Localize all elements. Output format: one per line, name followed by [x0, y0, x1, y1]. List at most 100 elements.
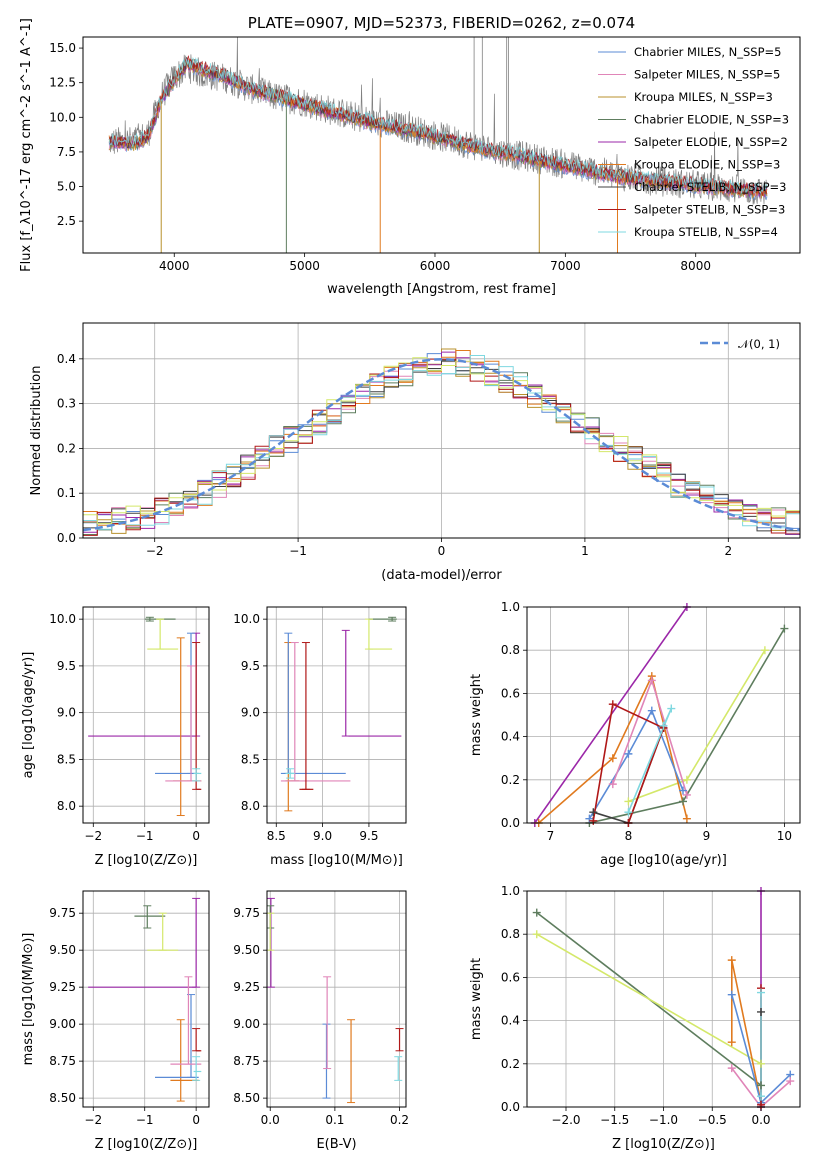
y-tick-label: 12.5 — [49, 76, 76, 90]
mass-weight-point — [727, 956, 736, 965]
axes-age-vs-mass: 8.5 9.0 9.5 8.0 8.5 9.0 9.5 10.0 mass [log10(M/M… — [233, 606, 407, 868]
mass-weight-point — [682, 790, 691, 799]
mass-weight-point — [786, 1077, 795, 1086]
mass-weight-point — [679, 786, 687, 795]
legend-entry: Kroupa ELODIE, N_SSP=3 — [634, 158, 780, 172]
mass-weight-line — [536, 933, 762, 1065]
errorbar-point — [170, 1019, 199, 1102]
x-tick-label: −2 — [84, 829, 102, 843]
y-tick-label: 0.6 — [501, 970, 520, 984]
axes-spectrum: 4000 5000 6000 7000 8000 2.5 5.0 7.5 10.0 12.5 15.… — [19, 14, 801, 297]
y-axis-label: mass [log10(M/M⊙)] — [21, 933, 36, 1066]
axes-frame — [526, 606, 801, 824]
y-tick-label: 9.50 — [233, 943, 260, 957]
y-tick-label: 10.0 — [49, 110, 76, 124]
axes-frame — [82, 890, 210, 1108]
x-tick-label: 0 — [192, 829, 200, 843]
axes-mass-vs-z: −2 −1 0 8.50 8.75 9.00 9.25 9.50 9.75 Z [log10(Z/… — [21, 890, 210, 1152]
x-axis-label: mass [log10(M/M⊙)] — [270, 853, 403, 868]
legend-entry: Chabrier ELODIE, N_SSP=3 — [634, 113, 789, 127]
plot-area-mass-vs-ebv — [267, 897, 404, 1104]
y-axis-label: age [log10(age/yr)] — [21, 652, 36, 779]
legend-entry: Salpeter ELODIE, N_SSP=2 — [634, 135, 788, 149]
x-tick-label: −1 — [136, 1113, 154, 1127]
legend-entry: Kroupa MILES, N_SSP=3 — [634, 90, 773, 104]
mass-weight-point — [757, 988, 765, 997]
y-tick-label: 0.4 — [501, 730, 520, 744]
x-tick-label: 1 — [581, 544, 589, 558]
mass-weight-point — [608, 754, 617, 763]
y-tick-label: 0.0 — [57, 531, 76, 545]
y-tick-label: 9.5 — [57, 659, 76, 673]
histogram-step — [83, 359, 800, 532]
y-tick-label: 0.2 — [57, 441, 76, 455]
y-tick-label: 9.25 — [233, 980, 260, 994]
errorbar-point — [285, 768, 295, 779]
x-tick-label: −1 — [289, 544, 307, 558]
y-tick-label: 1.0 — [501, 600, 520, 614]
errorbar-point — [267, 912, 275, 951]
y-axis-label: Normed distribution — [29, 366, 44, 496]
mass-weight-point — [727, 1038, 736, 1047]
x-tick-label: −1 — [136, 829, 154, 843]
errorbar-point — [322, 1023, 331, 1099]
axes-frame — [526, 890, 801, 1108]
x-tick-label: −2 — [84, 1113, 102, 1127]
legend-entry: Chabrier STELIB, N_SSP=3 — [634, 180, 786, 194]
errorbar-point — [364, 618, 393, 650]
y-axis-label: Flux [f_λ10^-17 erg cm^-2 s^-1 A^-1] — [19, 18, 34, 272]
x-axis-label: age [log10(age/yr)] — [600, 853, 727, 868]
errorbar-point — [88, 632, 201, 737]
x-tick-label: 7000 — [550, 259, 581, 273]
axes-frame — [266, 890, 407, 1108]
mass-weight-line — [731, 959, 762, 1103]
x-axis-label: Z [log10(Z/Z⊙)] — [95, 1137, 198, 1152]
mass-weight-point — [757, 1100, 765, 1109]
y-tick-label: 9.5 — [241, 659, 260, 673]
legend-entry: Salpeter STELIB, N_SSP=3 — [634, 203, 785, 217]
mass-weight-point — [608, 700, 617, 709]
errorbar-point — [192, 1056, 202, 1081]
y-tick-label: 0.0 — [501, 1100, 520, 1114]
mass-weight-line — [592, 703, 665, 823]
mass-weight-point — [757, 1092, 765, 1101]
mass-weight-line — [731, 1067, 791, 1107]
x-tick-label: −2 — [146, 544, 164, 558]
x-tick-label: 8000 — [680, 259, 711, 273]
mass-weight-line — [538, 673, 688, 823]
mass-weight-point — [659, 721, 668, 730]
mass-weight-point — [682, 775, 691, 784]
y-tick-label: 8.5 — [241, 752, 260, 766]
mass-weight-line — [588, 708, 684, 820]
y-tick-label: 1.0 — [501, 884, 520, 898]
errorbar-point — [395, 1028, 404, 1052]
mass-weight-point — [624, 749, 633, 758]
plot-area-mass-vs-z — [88, 897, 202, 1102]
errorbar-point — [134, 905, 166, 929]
axes-frame — [82, 606, 210, 824]
errorbar-point — [147, 912, 179, 951]
errorbar-point — [323, 976, 332, 1070]
y-tick-label: 8.75 — [49, 1054, 76, 1068]
legend-entry: Salpeter MILES, N_SSP=5 — [634, 68, 780, 82]
y-tick-label: 15.0 — [49, 41, 76, 55]
plot-area-residuals — [83, 348, 800, 536]
y-tick-label: 8.75 — [233, 1054, 260, 1068]
errorbar-point — [155, 994, 199, 1079]
errorbar-point — [280, 642, 351, 782]
plot-area-age-vs-mass — [280, 616, 402, 812]
y-tick-label: 10.0 — [49, 612, 76, 626]
mass-weight-point — [589, 808, 598, 817]
x-tick-label: 0.2 — [390, 1113, 409, 1127]
plot-area-massweight-vs-age — [534, 607, 786, 823]
errorbar-point — [299, 642, 314, 790]
normal-curve — [83, 358, 800, 532]
errorbar-point — [192, 642, 202, 790]
x-tick-label: −1.0 — [649, 1113, 678, 1127]
model-spectrum — [108, 56, 768, 195]
x-tick-label: −2.0 — [551, 1113, 580, 1127]
x-tick-label: 0 — [438, 544, 446, 558]
y-tick-label: 0.1 — [57, 486, 76, 500]
